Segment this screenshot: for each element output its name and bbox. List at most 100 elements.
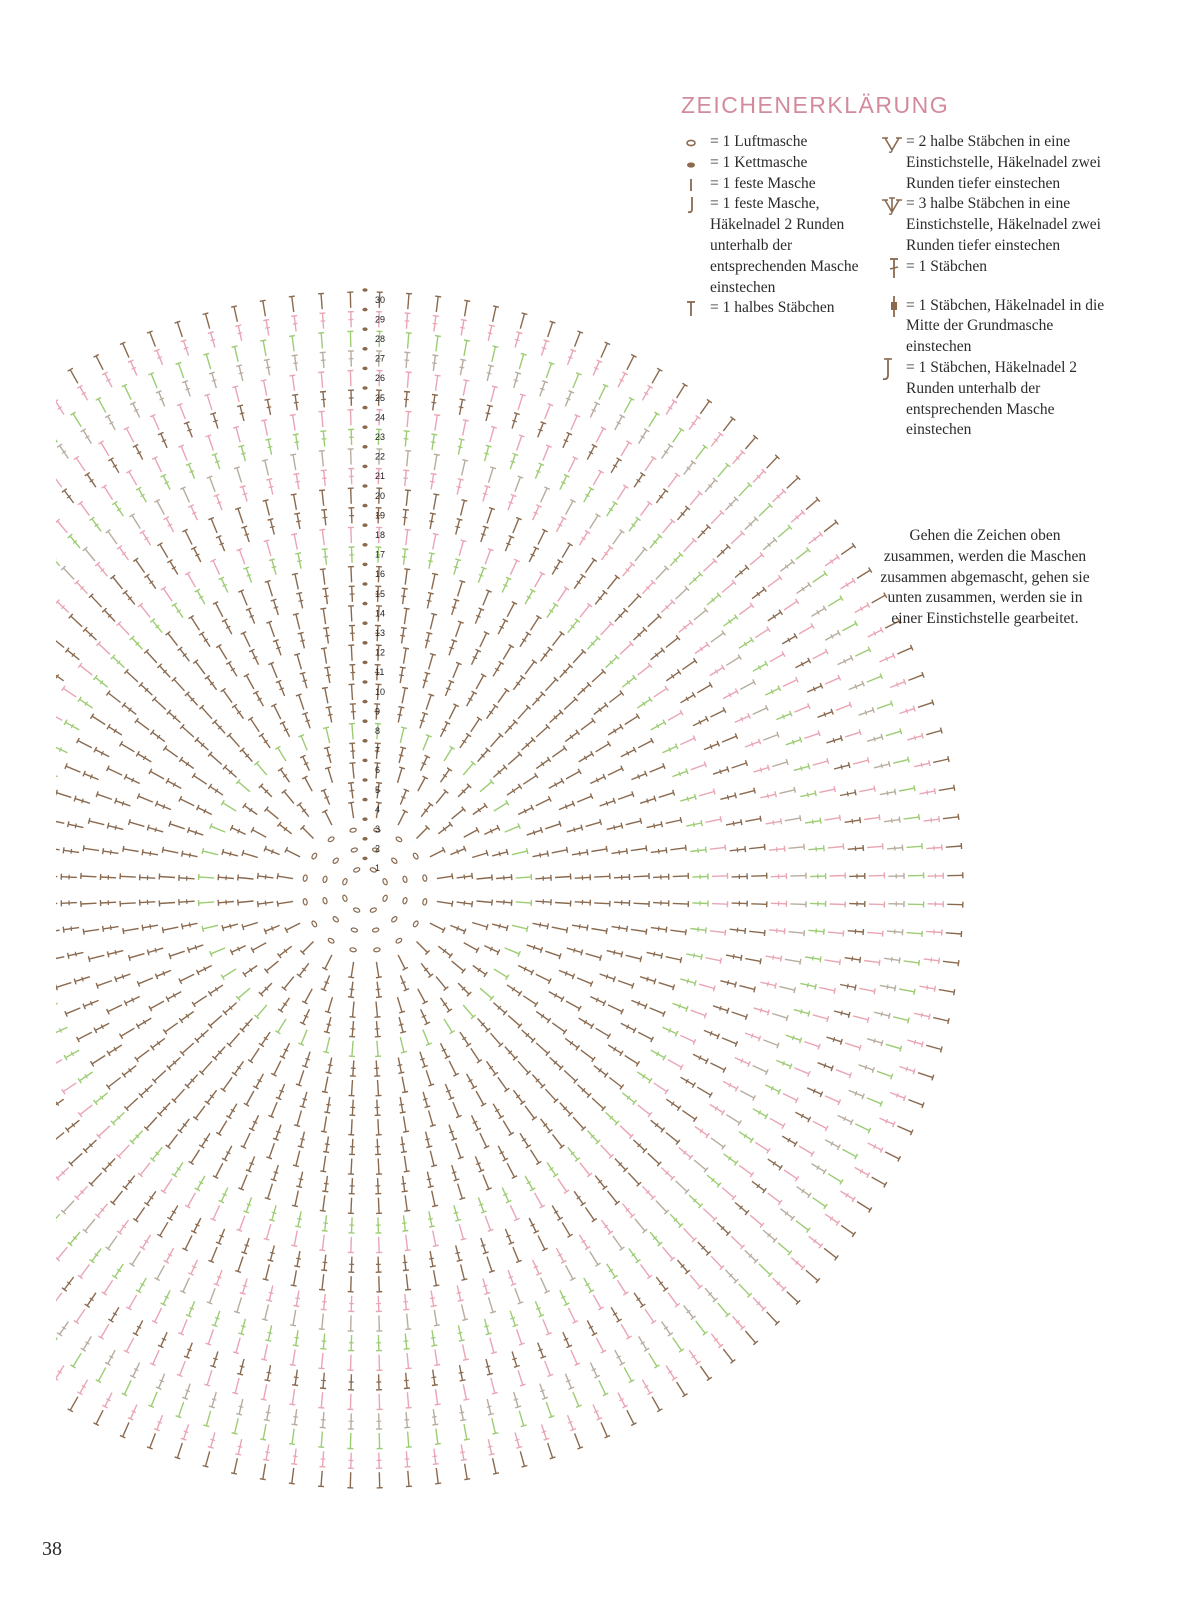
stitch-top [899,1045,903,1052]
stitch-top [622,1291,629,1296]
stitch-post [769,1117,784,1127]
stitch-top [195,969,200,976]
stitch-bar [854,684,858,690]
stitch-post [295,1150,301,1167]
stitch-top [543,339,550,343]
stitch-post [649,1007,665,1015]
stitch-post [876,702,892,710]
stitch-post [212,1205,221,1220]
stitch-post [794,705,810,713]
stitch-bar [453,1211,459,1215]
stitch-post [193,775,208,785]
stitch-post [649,765,665,773]
stitch-top [274,745,281,750]
stitch-post [403,1155,408,1172]
stitch-post [767,1192,781,1203]
stitch-top [239,1027,245,1033]
stitch-top [237,899,239,906]
stitch-top [807,581,812,588]
stitch-post [551,926,568,931]
stitch-bar [61,1326,67,1330]
stitch-top [505,974,510,981]
stitch-post [252,829,267,838]
stitch-top [783,845,786,852]
stitch-top [833,786,836,793]
stitch-post [517,1060,529,1074]
stitch-top [839,735,843,742]
stitch-bar [543,653,548,657]
stitch-top [656,1161,662,1167]
stitch-top [781,488,787,494]
stitch-top [854,1153,859,1160]
stitch-bar [482,1284,488,1288]
stitch-top [595,635,601,641]
crochet-chart: 1 2 3 4 5 6 7 8 9 10 11 12 13 14 15 16 17 18 19 20 21 22 23 24 2… [56,270,976,1510]
stitch-bar [597,596,603,601]
stitch-post [169,823,185,830]
stitch-post [321,529,325,546]
stitch-top [496,824,501,831]
stitch-top [548,361,555,365]
stitch-top [293,472,300,476]
stitch-bar [886,984,889,990]
stitch-top [692,735,697,742]
stitch-top [129,1139,135,1145]
stitch-top [764,1113,769,1120]
stitch-top [432,1463,439,1466]
stitch-top [489,466,497,470]
stitch-bar [759,1007,763,1013]
stitch-bar [157,1420,163,1424]
stitch-top [289,1403,296,1406]
stitch-top [785,1014,789,1022]
stitch-top [463,1398,470,1401]
stitch-post [237,781,251,793]
stitch-post [730,1235,744,1248]
stitch-bar [815,846,817,852]
stitch-bar [598,1068,602,1073]
stitch-bar [84,1073,88,1079]
stitch-top [61,488,68,493]
stitch-top [939,1046,943,1053]
stitch-post [350,605,353,622]
stitch-top [191,772,196,779]
stitch-top [177,1128,183,1134]
stitch-post [56,1292,63,1302]
stitch-bar [293,401,299,404]
stitch-bar [800,1009,803,1015]
stitch-top [453,1072,460,1077]
stitch-top [211,452,218,457]
stitch-top [536,1272,542,1276]
stitch-top [462,1318,469,1322]
stitch-top [489,778,495,785]
stitch-top [670,1175,676,1181]
stitch-bar [321,1340,327,1342]
stitch-top [319,1465,326,1468]
stitch-bar [573,947,576,953]
stitch-post [476,876,493,880]
stitch-bar [709,1030,713,1036]
stitch-top [612,500,619,506]
stitch-top [562,1028,568,1035]
stitch-top [891,652,896,659]
stitch-top [571,973,576,980]
stitch-bar [698,719,702,725]
stitch-top [568,1386,575,1390]
stitch-post [210,947,226,955]
stitch-top [192,659,199,664]
stitch-top [61,1088,66,1095]
stitch-post [405,490,409,506]
stitch-post [399,727,405,744]
stitch-top [448,952,454,959]
stitch-top [718,1343,724,1349]
stitch-bar [685,696,689,702]
stitch-bar [772,1161,777,1166]
stitch-top [502,1157,509,1162]
stitch-top [262,1278,269,1281]
stitch-top [374,742,381,745]
stitch-top [204,1100,211,1106]
stitch-post [702,560,716,572]
stitch-top [320,430,327,433]
stitch-top [264,398,271,401]
stitch-bar [815,928,817,934]
stitch-bar [497,770,502,775]
